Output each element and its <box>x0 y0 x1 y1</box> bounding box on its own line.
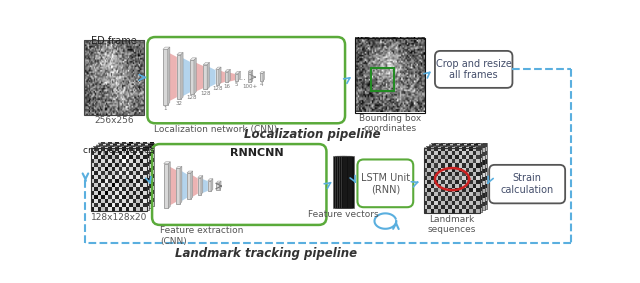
Text: Feature vectors: Feature vectors <box>308 209 379 218</box>
Bar <box>333 156 346 208</box>
Polygon shape <box>191 174 198 198</box>
Polygon shape <box>176 166 182 168</box>
Bar <box>337 156 349 208</box>
Polygon shape <box>220 181 221 190</box>
Polygon shape <box>187 171 193 173</box>
Text: Feature extraction
(CNN): Feature extraction (CNN) <box>160 226 243 246</box>
Polygon shape <box>204 63 209 65</box>
Bar <box>204 65 207 89</box>
Bar <box>187 173 191 199</box>
Bar <box>91 148 147 211</box>
Text: RNNCNN: RNNCNN <box>230 148 284 158</box>
Text: Bounding box
coordinates: Bounding box coordinates <box>359 114 421 134</box>
Text: 4: 4 <box>260 82 263 87</box>
Bar <box>208 181 211 191</box>
Polygon shape <box>190 58 196 60</box>
Polygon shape <box>208 179 213 181</box>
Polygon shape <box>263 72 264 81</box>
Bar <box>163 49 168 105</box>
Polygon shape <box>180 52 183 99</box>
Polygon shape <box>164 162 170 164</box>
Text: 16: 16 <box>223 83 230 89</box>
Text: Localization network (CNN): Localization network (CNN) <box>154 125 277 134</box>
Polygon shape <box>194 62 204 92</box>
Polygon shape <box>216 181 221 183</box>
Bar <box>371 68 394 91</box>
Bar <box>431 143 487 209</box>
Text: 5: 5 <box>235 82 238 87</box>
Bar <box>216 69 219 85</box>
Text: cropped frames: cropped frames <box>83 146 154 155</box>
Bar <box>335 156 348 208</box>
Polygon shape <box>180 166 182 204</box>
Text: Landmark
sequences: Landmark sequences <box>428 215 476 234</box>
Polygon shape <box>248 70 253 72</box>
Polygon shape <box>228 69 230 82</box>
Polygon shape <box>211 179 213 191</box>
Polygon shape <box>168 166 176 206</box>
Bar <box>190 60 194 94</box>
Bar <box>235 74 238 81</box>
Text: ED frame: ED frame <box>92 35 137 46</box>
Polygon shape <box>191 171 193 199</box>
Polygon shape <box>163 47 170 49</box>
Polygon shape <box>177 52 183 55</box>
Text: 128: 128 <box>212 86 223 91</box>
Text: LSTM Unit
(RNN): LSTM Unit (RNN) <box>361 173 410 194</box>
Polygon shape <box>194 58 196 94</box>
Polygon shape <box>201 178 208 194</box>
Polygon shape <box>238 71 241 81</box>
Polygon shape <box>252 70 253 82</box>
Text: Crop and resize
all frames: Crop and resize all frames <box>436 59 511 80</box>
Bar <box>98 143 154 206</box>
Bar <box>248 72 252 82</box>
Text: Strain
calculation: Strain calculation <box>500 173 554 195</box>
Polygon shape <box>207 66 216 88</box>
Bar <box>95 145 151 208</box>
Bar <box>176 168 180 204</box>
Polygon shape <box>180 170 187 202</box>
Bar <box>164 164 168 208</box>
Polygon shape <box>219 70 225 84</box>
Text: 100+: 100+ <box>242 83 257 89</box>
Bar <box>339 156 351 208</box>
Text: 1: 1 <box>163 106 167 111</box>
Text: Localization pipeline: Localization pipeline <box>244 128 381 141</box>
Bar <box>84 40 145 115</box>
Bar <box>341 156 353 208</box>
Bar <box>424 148 480 213</box>
Polygon shape <box>219 67 221 85</box>
Bar <box>198 177 201 194</box>
Bar <box>177 55 180 99</box>
Bar <box>355 38 425 113</box>
Polygon shape <box>201 176 203 194</box>
Text: 128x128x20: 128x128x20 <box>91 213 147 222</box>
Bar <box>260 73 263 81</box>
Polygon shape <box>216 67 221 69</box>
Text: 32: 32 <box>175 100 182 106</box>
Polygon shape <box>168 162 170 208</box>
Polygon shape <box>235 71 241 74</box>
Polygon shape <box>198 176 203 177</box>
Polygon shape <box>225 69 230 72</box>
Bar <box>216 183 220 190</box>
Polygon shape <box>207 63 209 89</box>
Text: 128: 128 <box>187 95 197 100</box>
Bar <box>426 146 482 212</box>
Polygon shape <box>228 72 235 82</box>
Text: Landmark tracking pipeline: Landmark tracking pipeline <box>175 247 357 260</box>
Text: 256x256: 256x256 <box>94 116 134 125</box>
Polygon shape <box>180 57 190 97</box>
Polygon shape <box>168 47 170 105</box>
Text: 128: 128 <box>200 91 211 96</box>
Bar <box>225 72 228 82</box>
Bar <box>93 146 149 209</box>
Polygon shape <box>168 52 177 102</box>
Polygon shape <box>260 72 264 73</box>
Bar <box>429 145 484 210</box>
Text: ...: ... <box>238 72 246 82</box>
